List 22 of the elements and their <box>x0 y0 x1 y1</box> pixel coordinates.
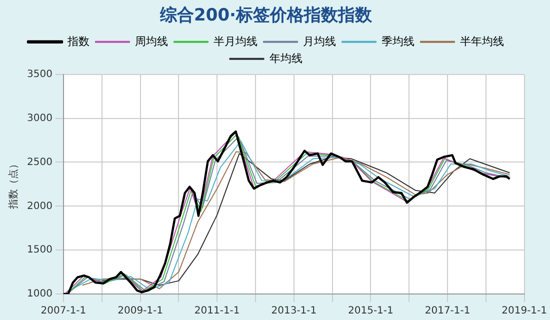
x-tick-label: 2007-1-1 <box>40 306 86 317</box>
legend-label: 年均线 <box>269 52 302 65</box>
y-tick-label: 1000 <box>26 288 52 300</box>
x-tick-label: 2019-1-1 <box>502 306 547 317</box>
x-tick-label: 2017-1-1 <box>424 306 470 317</box>
legend-label: 半月均线 <box>214 34 258 48</box>
legend-label: 指数 <box>66 34 90 48</box>
legend-label: 周均线 <box>135 34 168 48</box>
legend-label: 季均线 <box>382 34 414 48</box>
x-tick-label: 2011-1-1 <box>194 306 240 317</box>
x-tick-label: 2015-1-1 <box>348 306 394 317</box>
x-tick-label: 2013-1-1 <box>271 306 317 317</box>
y-tick-label: 2000 <box>26 200 52 212</box>
y-axis-title: 指数（点） <box>8 159 20 210</box>
legend-label: 月均线 <box>303 34 336 48</box>
x-tick-label: 2009-1-1 <box>118 306 164 317</box>
y-tick-label: 2500 <box>26 156 52 168</box>
chart-title: 综合200·标签价格指数指数 <box>159 6 373 26</box>
y-tick-label: 1500 <box>26 244 52 256</box>
y-tick-label: 3000 <box>26 112 52 124</box>
legend-label: 半年均线 <box>460 34 504 48</box>
y-tick-label: 3500 <box>26 68 52 80</box>
